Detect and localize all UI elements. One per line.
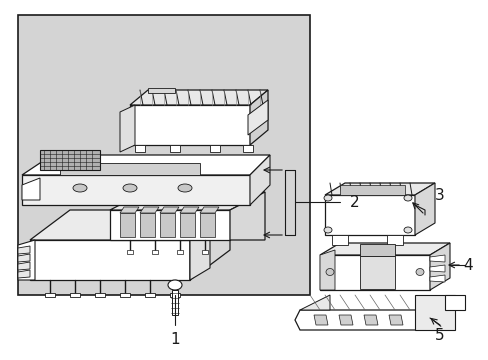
Polygon shape (18, 246, 30, 254)
Polygon shape (339, 185, 404, 195)
Polygon shape (30, 240, 190, 280)
Polygon shape (429, 255, 444, 262)
Polygon shape (170, 145, 180, 152)
Polygon shape (30, 210, 229, 240)
Polygon shape (249, 155, 269, 205)
Polygon shape (247, 100, 267, 135)
Bar (172, 290, 178, 315)
Polygon shape (388, 315, 402, 325)
Polygon shape (325, 195, 414, 235)
Ellipse shape (123, 184, 137, 192)
Polygon shape (190, 228, 209, 280)
Polygon shape (325, 183, 434, 195)
Polygon shape (319, 250, 334, 290)
Polygon shape (202, 250, 207, 254)
Ellipse shape (73, 184, 87, 192)
Polygon shape (444, 295, 464, 310)
Polygon shape (120, 105, 135, 152)
Ellipse shape (324, 227, 331, 233)
Polygon shape (338, 315, 352, 325)
Ellipse shape (178, 184, 192, 192)
Polygon shape (319, 243, 449, 255)
Polygon shape (386, 235, 402, 245)
Polygon shape (40, 150, 100, 170)
Polygon shape (70, 293, 80, 297)
Text: 1: 1 (170, 333, 180, 347)
Polygon shape (120, 293, 130, 297)
Polygon shape (18, 240, 35, 280)
Polygon shape (319, 255, 429, 290)
Polygon shape (18, 254, 30, 262)
Polygon shape (200, 207, 219, 213)
Polygon shape (120, 207, 139, 213)
Polygon shape (152, 250, 158, 254)
Polygon shape (363, 315, 377, 325)
Polygon shape (359, 256, 394, 289)
Polygon shape (180, 207, 199, 213)
Ellipse shape (403, 195, 411, 201)
Polygon shape (130, 105, 249, 145)
Polygon shape (313, 315, 327, 325)
Polygon shape (95, 293, 105, 297)
Polygon shape (135, 145, 145, 152)
Polygon shape (359, 244, 394, 256)
Polygon shape (243, 145, 252, 152)
Polygon shape (160, 213, 175, 237)
Polygon shape (429, 243, 449, 290)
Polygon shape (294, 310, 454, 330)
Polygon shape (200, 213, 215, 237)
Polygon shape (110, 210, 229, 240)
Polygon shape (110, 192, 264, 210)
Polygon shape (170, 293, 180, 297)
Polygon shape (145, 293, 155, 297)
Text: 5: 5 (434, 328, 444, 342)
Polygon shape (299, 295, 329, 310)
Ellipse shape (403, 227, 411, 233)
Text: 3: 3 (434, 188, 444, 202)
Polygon shape (209, 145, 220, 152)
Polygon shape (229, 192, 264, 240)
Text: 4: 4 (462, 257, 472, 273)
Polygon shape (22, 175, 249, 205)
Text: 2: 2 (349, 194, 359, 210)
Polygon shape (177, 250, 183, 254)
Polygon shape (429, 265, 444, 272)
Polygon shape (160, 207, 179, 213)
Polygon shape (140, 213, 155, 237)
Polygon shape (60, 163, 200, 175)
Polygon shape (190, 210, 229, 280)
Polygon shape (18, 262, 30, 270)
Polygon shape (18, 15, 309, 295)
Polygon shape (429, 275, 444, 282)
Polygon shape (414, 295, 454, 330)
Polygon shape (45, 293, 55, 297)
Ellipse shape (415, 269, 423, 275)
Polygon shape (249, 90, 267, 145)
Ellipse shape (324, 195, 331, 201)
Polygon shape (130, 90, 267, 105)
Polygon shape (140, 207, 159, 213)
Polygon shape (120, 213, 135, 237)
Polygon shape (22, 155, 269, 175)
Polygon shape (414, 183, 434, 235)
Polygon shape (331, 235, 347, 245)
Ellipse shape (168, 280, 182, 290)
Polygon shape (18, 270, 30, 278)
Ellipse shape (325, 269, 333, 275)
Polygon shape (22, 178, 40, 200)
Polygon shape (180, 213, 195, 237)
Polygon shape (148, 88, 175, 93)
Polygon shape (127, 250, 133, 254)
